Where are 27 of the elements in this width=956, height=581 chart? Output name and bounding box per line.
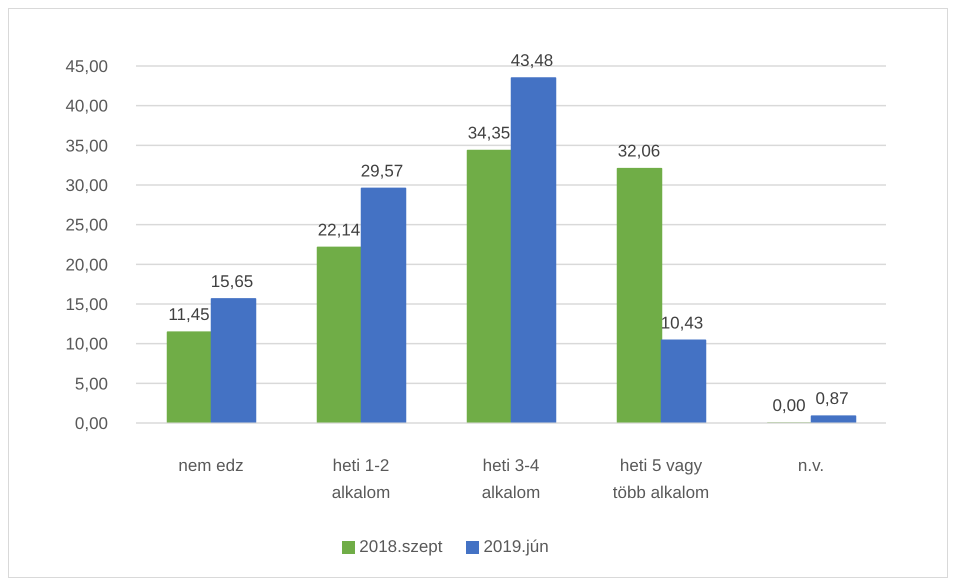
legend-label: 2019.jún xyxy=(483,537,549,556)
y-tick-label: 25,00 xyxy=(65,216,108,235)
x-tick-label: heti 1-2 alkalom xyxy=(332,456,390,502)
y-tick-label: 15,00 xyxy=(65,295,108,314)
x-tick-label: n.v. xyxy=(798,456,824,475)
y-tick-label: 40,00 xyxy=(65,96,108,116)
data-label: 10,43 xyxy=(660,313,704,332)
data-label: 32,06 xyxy=(618,142,660,161)
y-tick-label: 45,00 xyxy=(65,57,108,76)
data-label: 22,14 xyxy=(318,220,360,240)
x-tick-label: heti 5 vagy több alkalom xyxy=(612,456,710,502)
data-label: 43,48 xyxy=(510,51,554,70)
y-tick-label: 5,00 xyxy=(74,374,108,394)
data-label: 0,87 xyxy=(815,389,849,408)
y-tick-label: 20,00 xyxy=(65,255,108,274)
data-label: 0,00 xyxy=(772,396,806,415)
data-label: 34,35 xyxy=(468,123,510,142)
x-tick-label: nem edz xyxy=(178,456,244,475)
y-tick-label: 30,00 xyxy=(65,176,108,196)
data-label: 15,65 xyxy=(210,272,254,291)
y-tick-label: 0,00 xyxy=(74,414,108,434)
y-tick-label: 10,00 xyxy=(65,334,108,354)
y-tick-label: 35,00 xyxy=(65,136,108,156)
data-label: 29,57 xyxy=(360,161,404,180)
data-label: 11,45 xyxy=(168,305,210,324)
x-tick-label: heti 3-4 alkalom xyxy=(482,456,540,502)
legend-label: 2018.szept xyxy=(359,537,442,556)
